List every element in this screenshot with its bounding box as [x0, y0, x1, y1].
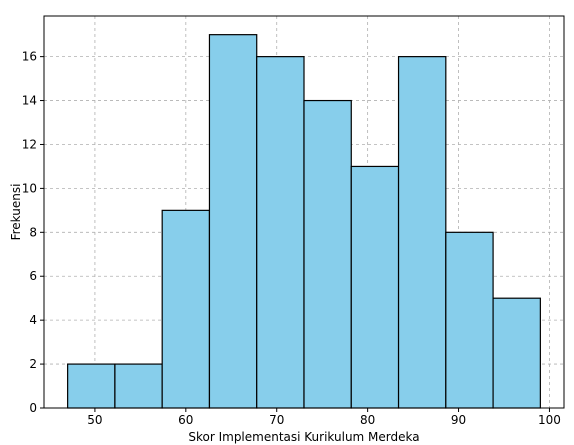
bars-layer: [67, 34, 541, 409]
y-tick-label: 16: [22, 50, 37, 64]
histogram-bar-3: [161, 209, 211, 409]
histogram-bar-7: [350, 165, 400, 409]
histogram-bar-9: [445, 231, 494, 409]
histogram-bar-10: [492, 297, 541, 409]
histogram-bar-6: [303, 99, 352, 409]
y-tick-label: 6: [29, 269, 37, 283]
x-tick-label: 80: [360, 413, 375, 427]
y-tick-label: 4: [29, 313, 37, 327]
axes-layer: 50 60 70 80 90 100 0 2 4 6 8 10 12 14 16: [22, 15, 565, 427]
histogram-bar-4: [208, 34, 258, 409]
histogram-bar-2: [114, 363, 163, 409]
histogram-bar-8: [397, 56, 447, 409]
x-tick-label: 70: [269, 413, 284, 427]
x-tick-label: 50: [87, 413, 102, 427]
y-tick-label: 0: [29, 401, 37, 415]
y-axis-label: Frekuensi: [9, 184, 23, 241]
histogram-bar-5: [256, 56, 305, 409]
x-tick-label: 90: [451, 413, 466, 427]
x-tick-label: 100: [538, 413, 561, 427]
y-tick-label: 2: [29, 357, 37, 371]
x-tick-label: 60: [178, 413, 193, 427]
y-tick-label: 12: [22, 137, 37, 151]
y-tick-label: 14: [22, 94, 37, 108]
plot-frame: [43, 15, 565, 409]
y-tick-label: 10: [22, 181, 37, 195]
histogram-bar-1: [67, 363, 116, 409]
y-tick-label: 8: [29, 225, 37, 239]
x-axis-label: Skor Implementasi Kurikulum Merdeka: [188, 430, 419, 444]
